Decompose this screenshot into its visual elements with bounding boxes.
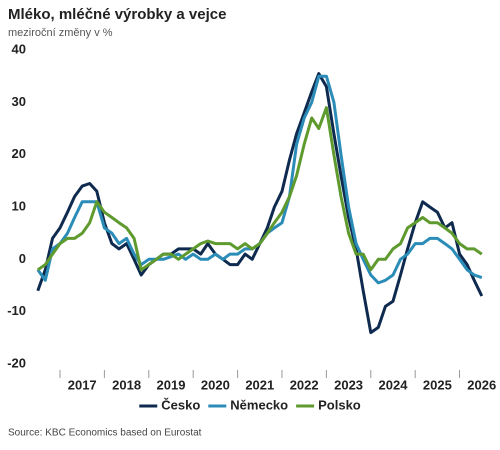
x-tick-label: 2018 [112,377,141,392]
y-tick-label: -20 [7,355,26,370]
chart-subtitle: meziroční změny v % [8,27,113,39]
chart-title: Mléko, mléčné výrobky a vejce [8,6,226,23]
x-tick-label: 2021 [245,377,274,392]
x-tick-label: 2026 [467,377,496,392]
y-tick-label: 0 [19,251,26,266]
x-tick-label: 2019 [157,377,186,392]
y-tick-label: 20 [12,146,26,161]
series-line [36,74,483,285]
y-tick-label: -10 [7,303,26,318]
legend-label: Německo [230,397,288,412]
x-tick-label: 2020 [201,377,230,392]
series-line [36,72,484,335]
legend-label: Česko [161,397,200,412]
y-tick-label: 40 [12,41,26,56]
x-tick-label: 2023 [334,377,363,392]
y-tick-label: 10 [12,198,26,213]
x-tick-label: 2024 [379,377,409,392]
source-note: Source: KBC Economics based on Eurostat [8,428,202,439]
y-tick-label: 30 [12,94,26,109]
x-tick-label: 2022 [290,377,319,392]
series-line [36,106,483,272]
x-tick-label: 2025 [423,377,452,392]
legend-label: Polsko [318,397,361,412]
x-tick-label: 2017 [68,377,97,392]
